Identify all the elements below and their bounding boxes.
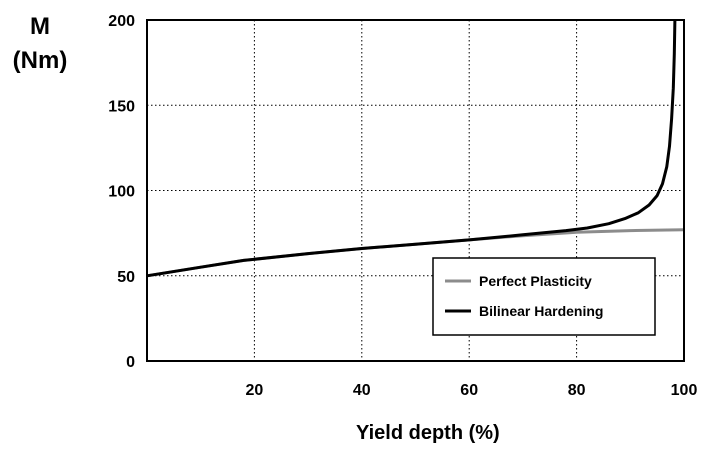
x-tick-label: 40: [353, 382, 371, 399]
plot-area: [146, 19, 685, 362]
series-lines: [146, 19, 685, 278]
x-tick-label: 80: [568, 382, 586, 399]
legend-box: [432, 257, 656, 336]
y-axis-label-line2: (Nm): [12, 47, 68, 74]
y-axis-label: M (Nm): [8, 10, 72, 78]
tick-labels: 20 40 60 80 100 0 50 100 150 200: [108, 13, 697, 399]
legend-label: Perfect Plasticity: [479, 273, 592, 289]
x-tick-label: 20: [246, 382, 264, 399]
y-tick-label: 0: [126, 354, 135, 371]
y-tick-label: 50: [117, 269, 135, 286]
y-tick-label: 150: [108, 98, 135, 115]
x-axis-label: Yield depth (%): [356, 422, 500, 444]
series-line-bilinear-hardening: [146, 19, 677, 278]
legend: Perfect Plasticity Bilinear Hardening: [432, 257, 656, 336]
legend-label: Bilinear Hardening: [479, 303, 603, 319]
y-tick-label: 100: [108, 184, 135, 201]
x-tick-label: 100: [671, 382, 698, 399]
x-tick-label: 60: [460, 382, 478, 399]
y-tick-label: 200: [108, 13, 135, 30]
y-axis-label-line1: M: [30, 13, 50, 40]
